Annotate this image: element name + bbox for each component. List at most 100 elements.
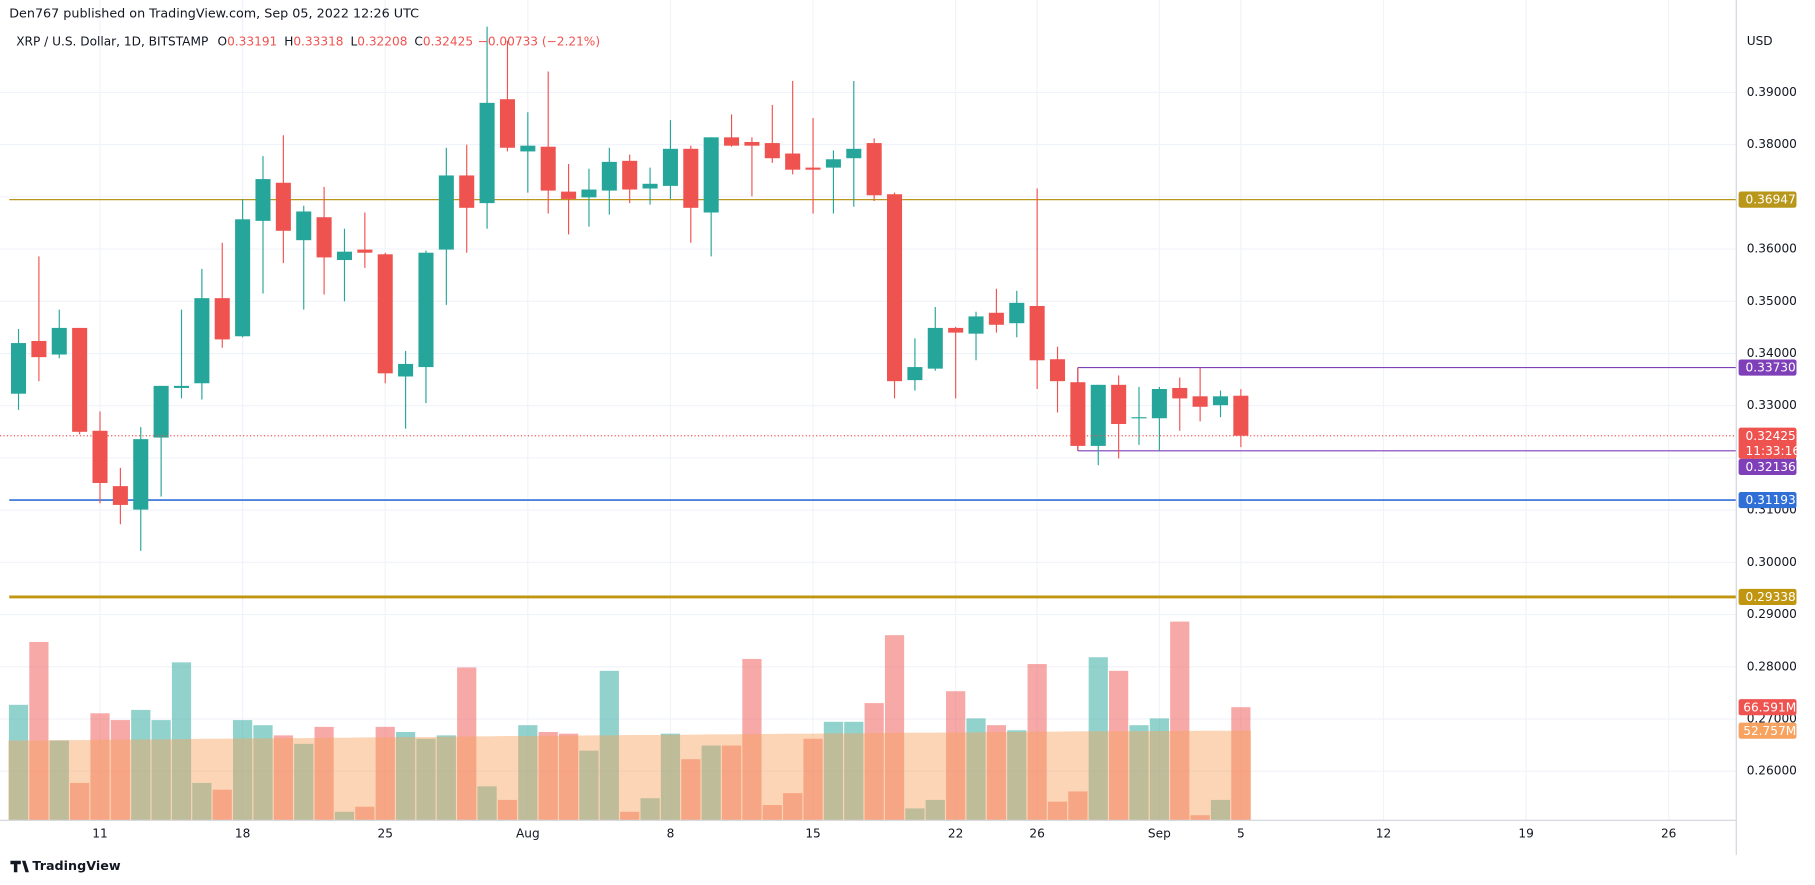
volume-bar	[599, 670, 619, 821]
volume-bar	[29, 641, 49, 821]
countdown: 11:33:16	[1746, 444, 1801, 458]
candle-body	[153, 385, 169, 438]
candle-body	[1172, 387, 1188, 399]
volume-bar	[681, 759, 701, 821]
x-tick-label: 22	[948, 827, 963, 841]
y-tick-label: 0.34000	[1747, 346, 1797, 360]
candle-body	[744, 142, 760, 146]
volume-bar	[986, 725, 1007, 821]
candle-body	[72, 327, 88, 432]
volume-bar	[375, 726, 395, 821]
x-tick-label: 19	[1518, 827, 1533, 841]
candle-body	[561, 191, 577, 199]
volume-bar	[151, 720, 171, 821]
candle-body	[805, 167, 821, 170]
legend: XRP / U.S. Dollar, 1D, BITSTAMP O0.33191 H…	[16, 34, 600, 48]
volume-bar	[171, 662, 192, 821]
volume-bar	[905, 808, 925, 821]
price-label-bg	[1738, 191, 1797, 208]
y-tick-label: 0.38000	[1747, 137, 1797, 151]
legend-value: 0.32425	[423, 34, 473, 48]
volume-bar	[518, 725, 538, 821]
volume-bar	[762, 805, 782, 821]
volume-bar	[110, 720, 130, 821]
volume-label-bg	[1738, 699, 1797, 716]
volume-bar	[1231, 707, 1251, 821]
volume-bar	[742, 658, 762, 821]
candle-body	[1111, 384, 1127, 424]
candle-body	[499, 99, 515, 148]
candle-body	[173, 385, 190, 388]
header: Den767 published on TradingView.com, Sep…	[9, 5, 419, 20]
candle-body	[296, 211, 312, 241]
volume-bar	[1149, 718, 1169, 821]
candle-body	[703, 137, 719, 213]
volume-bar	[334, 811, 355, 821]
volume-bar	[416, 738, 436, 821]
candle-body	[235, 219, 251, 337]
legend-letter: H	[284, 34, 293, 48]
candle-body	[764, 143, 780, 159]
candle-body	[479, 102, 495, 204]
candle-body	[540, 146, 556, 191]
volume-label: 52.757M	[1743, 724, 1796, 738]
y-tick-label: 0.33000	[1747, 398, 1797, 412]
candle-body	[785, 153, 801, 170]
volume-bar	[844, 721, 864, 821]
price-label: 0.32136	[1746, 460, 1796, 474]
legend-letter: O	[218, 34, 228, 48]
plot	[0, 26, 1737, 821]
candle-body	[988, 312, 1004, 325]
symbol: XRP / U.S. Dollar, 1D, BITSTAMP	[16, 34, 208, 48]
volume-bar	[1007, 730, 1027, 821]
volume-bar	[721, 745, 742, 821]
candle-body	[1049, 359, 1066, 382]
volume-bar	[1129, 725, 1149, 821]
volume-bar	[1088, 657, 1108, 821]
volume-bar	[314, 726, 334, 821]
candle-body	[887, 194, 903, 382]
y-tick-label: 0.30000	[1747, 555, 1797, 569]
price-label-bg	[1738, 427, 1797, 459]
y-tick-label: 0.36000	[1747, 242, 1797, 256]
volume-bar	[579, 750, 599, 821]
volume-bar	[538, 731, 558, 821]
volume-bar	[273, 735, 293, 821]
volume-bar	[70, 782, 90, 821]
x-tick-label: 8	[667, 827, 675, 841]
candle-body	[622, 160, 638, 190]
volume-ma-area	[8, 730, 1252, 821]
y-tick-label: 0.26000	[1747, 764, 1797, 778]
price-label-bg	[1738, 588, 1797, 606]
x-tick-label: Aug	[516, 827, 540, 841]
candle-body	[112, 486, 128, 505]
candle-body	[642, 183, 658, 189]
candle-body	[1029, 305, 1045, 361]
candle-body	[194, 298, 210, 384]
candle-body	[846, 148, 862, 159]
x-tick-label: 25	[377, 827, 392, 841]
grid	[0, 0, 1737, 821]
y-tick-label: 0.35000	[1747, 294, 1797, 308]
candle-body	[214, 298, 230, 340]
footer: TradingView	[32, 858, 120, 873]
legend-change: −0.00733 (−2.21%)	[478, 34, 600, 48]
volume-bar	[925, 799, 945, 821]
volume-bar	[253, 725, 273, 821]
volume-bar	[477, 786, 497, 821]
candle-body	[601, 161, 617, 191]
volume-bar	[823, 721, 844, 821]
volume-bar	[884, 635, 905, 821]
candle-body	[1192, 396, 1208, 407]
candle-body	[683, 148, 699, 208]
volume-bar	[395, 731, 416, 821]
volume-bar	[1027, 664, 1047, 821]
candle-body	[31, 340, 47, 358]
volume-label: 66.591M	[1743, 700, 1796, 714]
legend-letter: C	[414, 34, 422, 48]
candle-body	[1212, 396, 1229, 406]
x-tick-label: 11	[92, 827, 107, 841]
volume-bar	[946, 691, 966, 821]
price-label-bg	[1738, 458, 1797, 476]
